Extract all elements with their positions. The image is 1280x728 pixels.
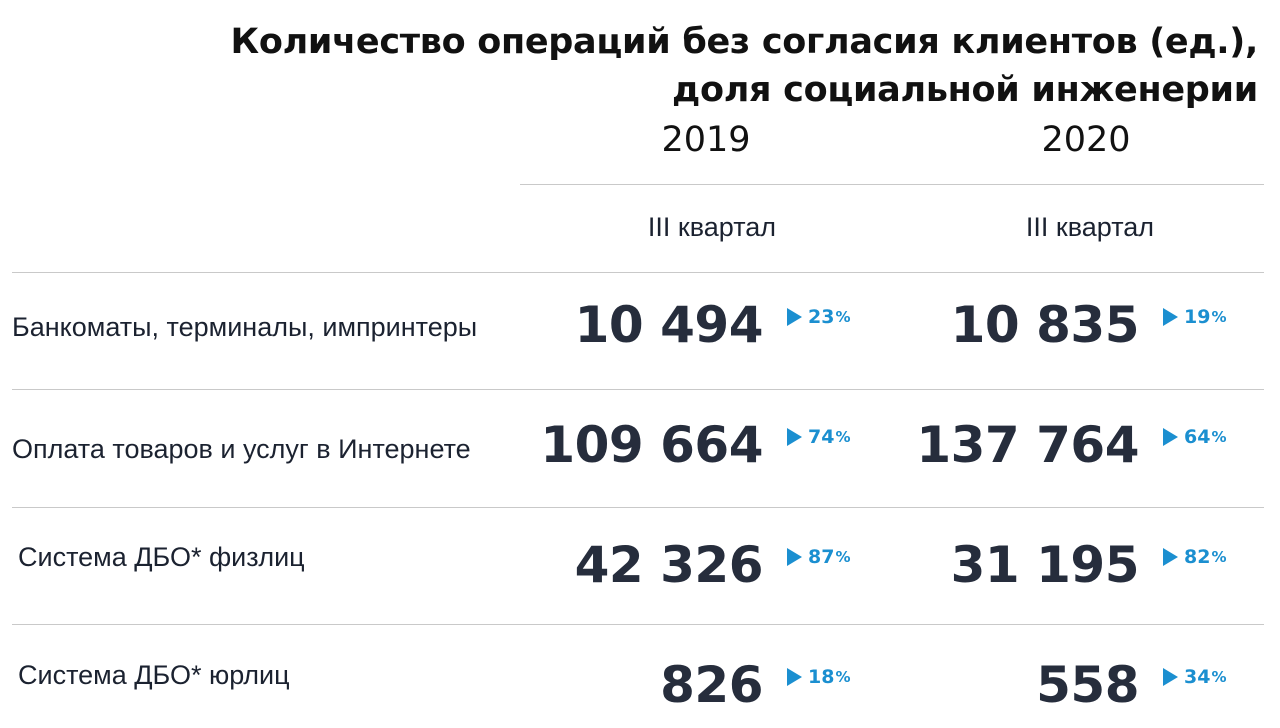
value-dbo-legal-2019: 826 bbox=[660, 656, 763, 714]
row-label-internet: Оплата товаров и услуг в Интернете bbox=[12, 434, 471, 464]
value-dbo-individuals-2019: 42 326 bbox=[574, 536, 764, 594]
row-label-dbo-legal: Система ДБО* юрлиц bbox=[18, 660, 290, 690]
share-internet-2020: 64% bbox=[1163, 426, 1226, 448]
share-number: 23 bbox=[808, 306, 835, 328]
year-2019: 2019 bbox=[661, 120, 751, 160]
share-unit: % bbox=[1211, 668, 1227, 686]
triangle-icon bbox=[1163, 548, 1178, 566]
period-2020: III квартал bbox=[1025, 212, 1155, 242]
triangle-icon bbox=[1163, 668, 1178, 686]
row-divider bbox=[12, 507, 1264, 508]
share-internet-2019: 74% bbox=[787, 426, 850, 448]
triangle-icon bbox=[787, 668, 802, 686]
value-internet-2020: 137 764 bbox=[916, 416, 1139, 474]
share-number: 34 bbox=[1184, 666, 1211, 688]
header-divider bbox=[520, 184, 1264, 185]
share-unit: % bbox=[835, 548, 851, 566]
share-unit: % bbox=[1211, 548, 1227, 566]
share-unit: % bbox=[835, 428, 851, 446]
share-number: 82 bbox=[1184, 546, 1211, 568]
row-divider bbox=[12, 624, 1264, 625]
chart-title-line-1: Количество операций без согласия клиенто… bbox=[230, 22, 1259, 62]
share-atm-2020: 19% bbox=[1163, 306, 1226, 328]
share-unit: % bbox=[835, 668, 851, 686]
chart-title: Количество операций без согласия клиенто… bbox=[230, 18, 1259, 114]
share-dbo-individuals-2019: 87% bbox=[787, 546, 850, 568]
share-number: 64 bbox=[1184, 426, 1211, 448]
row-label-dbo-individuals: Система ДБО* физлиц bbox=[18, 542, 305, 572]
row-divider bbox=[12, 272, 1264, 273]
share-dbo-legal-2020: 34% bbox=[1163, 666, 1226, 688]
share-unit: % bbox=[835, 308, 851, 326]
share-number: 18 bbox=[808, 666, 835, 688]
year-2020: 2020 bbox=[1041, 120, 1131, 160]
triangle-icon bbox=[1163, 428, 1178, 446]
chart-title-line-2: доля социальной инженерии bbox=[672, 70, 1258, 110]
share-dbo-individuals-2020: 82% bbox=[1163, 546, 1226, 568]
period-2019: III квартал bbox=[647, 212, 777, 242]
value-atm-2019: 10 494 bbox=[574, 296, 764, 354]
share-number: 87 bbox=[808, 546, 835, 568]
value-atm-2020: 10 835 bbox=[950, 296, 1140, 354]
share-unit: % bbox=[1211, 308, 1227, 326]
triangle-icon bbox=[787, 308, 802, 326]
triangle-icon bbox=[787, 548, 802, 566]
share-atm-2019: 23% bbox=[787, 306, 850, 328]
value-dbo-legal-2020: 558 bbox=[1036, 656, 1139, 714]
value-dbo-individuals-2020: 31 195 bbox=[950, 536, 1140, 594]
share-number: 19 bbox=[1184, 306, 1211, 328]
row-label-atm: Банкоматы, терминалы, импринтеры bbox=[12, 312, 478, 342]
row-divider bbox=[12, 389, 1264, 390]
share-dbo-legal-2019: 18% bbox=[787, 666, 850, 688]
share-number: 74 bbox=[808, 426, 835, 448]
triangle-icon bbox=[1163, 308, 1178, 326]
triangle-icon bbox=[787, 428, 802, 446]
value-internet-2019: 109 664 bbox=[540, 416, 763, 474]
share-unit: % bbox=[1211, 428, 1227, 446]
